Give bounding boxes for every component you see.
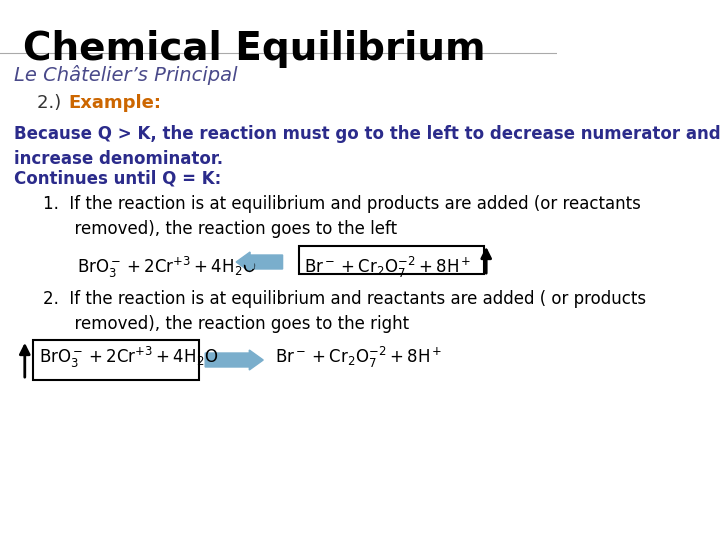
Text: Continues until Q = K:: Continues until Q = K: xyxy=(14,170,221,188)
FancyBboxPatch shape xyxy=(33,340,199,380)
Text: 1.  If the reaction is at equilibrium and products are added (or reactants
     : 1. If the reaction is at equilibrium and… xyxy=(42,195,641,238)
Text: $\mathregular{Br^- + Cr_2O_7^{-2} + 8H^+}$: $\mathregular{Br^- + Cr_2O_7^{-2} + 8H^+… xyxy=(305,255,472,280)
Text: Example:: Example: xyxy=(68,94,161,112)
FancyBboxPatch shape xyxy=(299,246,484,274)
Text: $\mathregular{BrO_3^- + 2Cr^{+3} + 4H_2O}$: $\mathregular{BrO_3^- + 2Cr^{+3} + 4H_2O… xyxy=(78,255,256,280)
Text: Because Q > K, the reaction must go to the left to decrease numerator and
increa: Because Q > K, the reaction must go to t… xyxy=(14,125,720,168)
Text: Chemical Equilibrium: Chemical Equilibrium xyxy=(23,30,486,68)
Text: 2.  If the reaction is at equilibrium and reactants are added ( or products
    : 2. If the reaction is at equilibrium and… xyxy=(42,290,646,333)
Text: $\mathregular{Br^- + Cr_2O_7^{-2} + 8H^+}$: $\mathregular{Br^- + Cr_2O_7^{-2} + 8H^+… xyxy=(275,345,442,370)
FancyArrow shape xyxy=(236,252,282,272)
Text: $\mathregular{BrO_3^- + 2Cr^{+3} + 4H_2O}$: $\mathregular{BrO_3^- + 2Cr^{+3} + 4H_2O… xyxy=(39,345,218,370)
Text: Le Châtelier’s Principal: Le Châtelier’s Principal xyxy=(14,65,238,85)
Text: 2.): 2.) xyxy=(37,94,73,112)
FancyArrow shape xyxy=(205,350,264,370)
